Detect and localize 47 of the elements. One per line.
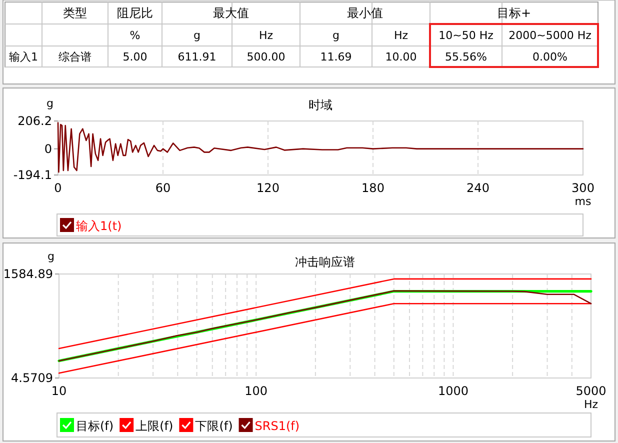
- text: 2000~5000 Hz: [508, 29, 592, 42]
- text: 最小值: [347, 6, 383, 20]
- chart-title: 冲击响应谱: [295, 255, 355, 269]
- text: g: [332, 29, 340, 42]
- x-axis-title: ms: [574, 195, 592, 208]
- x-axis-title: Hz: [584, 398, 598, 411]
- x-tick-label: 240: [466, 181, 490, 195]
- text: 最大值: [213, 6, 249, 20]
- text: 55.56%: [445, 50, 487, 64]
- text: 阻尼比: [117, 6, 153, 20]
- legend-label: 输入1(t): [76, 219, 122, 233]
- x-tick-label: 100: [244, 384, 268, 398]
- legend-label: SRS1(f): [254, 419, 300, 433]
- text: 10~50 Hz: [438, 29, 494, 42]
- y-axis-title: g: [48, 250, 54, 263]
- text: 综合谱: [58, 50, 92, 64]
- text: 10.00: [385, 50, 417, 64]
- text: 5.00: [122, 50, 148, 64]
- text: 500.00: [246, 50, 286, 64]
- y-tick-label: 4.5709: [11, 371, 53, 385]
- x-tick-label: 300: [572, 181, 594, 195]
- x-tick-label: 180: [362, 181, 384, 195]
- legend-label: 目标(f): [76, 419, 114, 433]
- y-tick-label: 206.2: [18, 114, 52, 128]
- x-tick-label: 10: [51, 384, 67, 398]
- text: Hz: [394, 29, 408, 42]
- legend-label: 上限(f): [136, 419, 174, 433]
- y-tick-label: -194.1: [13, 168, 52, 182]
- x-tick-label: 120: [256, 181, 280, 195]
- text: 11.69: [320, 50, 352, 64]
- text: %: [130, 29, 140, 42]
- x-tick-label: 1000: [438, 384, 468, 398]
- x-tick-label: 0: [54, 181, 62, 195]
- text: 611.91: [178, 50, 216, 64]
- text: g: [194, 29, 200, 42]
- y-axis-title: g: [46, 97, 54, 110]
- text: Hz: [258, 29, 274, 42]
- x-tick-label: 60: [155, 181, 171, 195]
- text: 输入1: [9, 50, 38, 64]
- text: 目标+: [496, 6, 532, 20]
- text: 0.00%: [532, 50, 568, 64]
- chart-title: 时域: [308, 98, 332, 112]
- text: 类型: [63, 6, 87, 20]
- legend-label: 下限(f): [195, 419, 233, 433]
- x-tick-label: 5000: [576, 384, 606, 398]
- y-tick-label: 0: [44, 142, 52, 156]
- y-tick-label: 1584.89: [3, 267, 53, 281]
